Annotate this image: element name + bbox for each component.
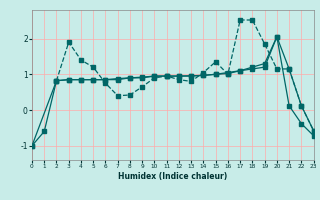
X-axis label: Humidex (Indice chaleur): Humidex (Indice chaleur)	[118, 172, 228, 181]
